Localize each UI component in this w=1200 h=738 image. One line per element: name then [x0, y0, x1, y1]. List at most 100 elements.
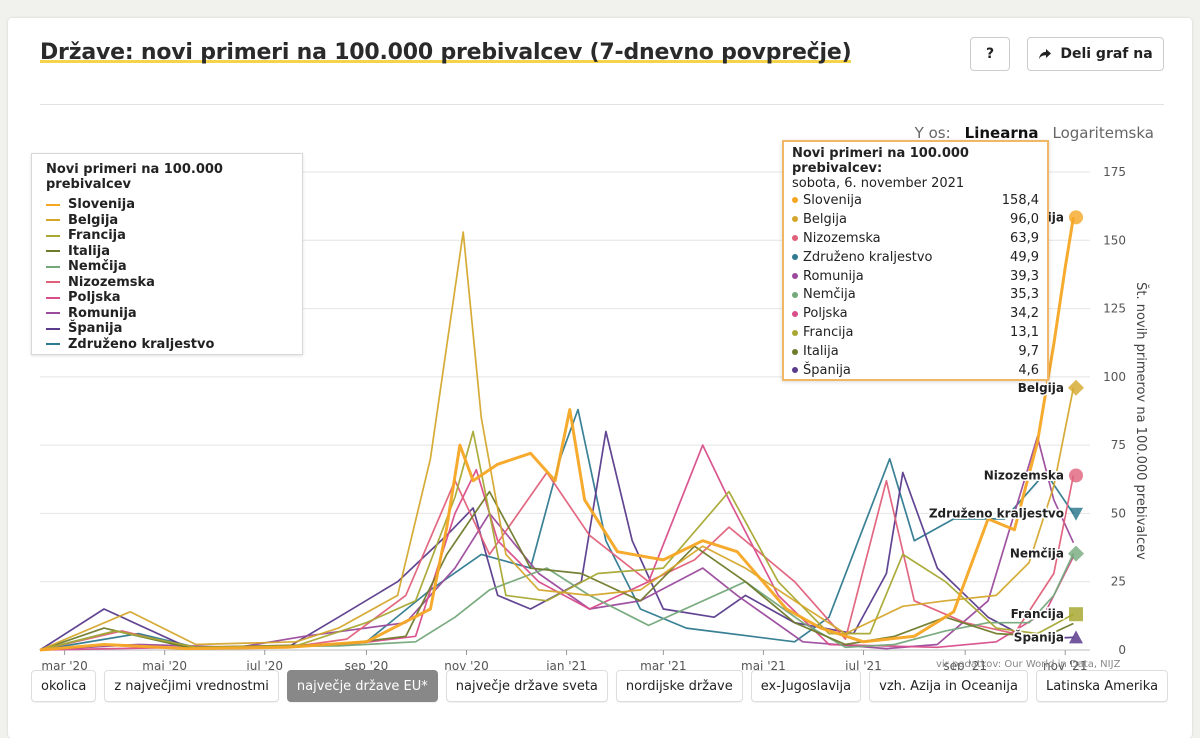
legend: Novi primeri na 100.000 prebivalcev Slov…: [31, 153, 303, 355]
tooltip-name: Poljska: [803, 306, 848, 322]
x-tick-label: jan '21: [545, 659, 587, 673]
legend-item[interactable]: Francija: [46, 228, 288, 244]
legend-item[interactable]: Slovenija: [46, 197, 288, 213]
legend-swatch: [46, 327, 60, 330]
share-button[interactable]: Deli graf na: [1027, 37, 1164, 71]
tooltip-row: Združeno kraljestvo 49,9: [792, 248, 1039, 267]
legend-label: Slovenija: [68, 197, 135, 213]
tooltip-value: 13,1: [1010, 325, 1039, 341]
series-line: [39, 231, 1075, 651]
tooltip-row: Španija 4,6: [792, 361, 1039, 380]
y-tick-label: 0: [1118, 643, 1126, 657]
share-button-label: Deli graf na: [1060, 46, 1153, 62]
tooltip-row: Slovenija 158,4: [792, 191, 1039, 210]
share-icon: [1039, 49, 1052, 60]
tooltip-row: Belgija 96,0: [792, 210, 1039, 229]
preset-chip[interactable]: ex-Jugoslavija: [750, 670, 862, 702]
tooltip-name: Italija: [803, 344, 839, 360]
legend-label: Belgija: [68, 212, 119, 228]
legend-label: Nemčija: [68, 259, 127, 275]
tooltip-value: 158,4: [1001, 192, 1039, 208]
preset-chip[interactable]: nordijske države: [615, 670, 743, 702]
preset-chip[interactable]: vzh. Azija in Oceanija: [869, 670, 1028, 702]
tooltip-name: Belgija: [803, 211, 847, 227]
series-line: [39, 430, 1074, 651]
x-tick-label: nov '20: [444, 659, 488, 673]
end-marker: [1069, 607, 1083, 622]
series-line: [39, 408, 1075, 651]
y-tick-label: 100: [1103, 370, 1126, 384]
tooltip-value: 4,6: [1018, 362, 1039, 378]
legend-swatch: [46, 265, 60, 268]
preset-chip[interactable]: največje države sveta: [445, 670, 608, 702]
end-marker: [1069, 210, 1083, 225]
legend-swatch: [46, 296, 60, 299]
tooltip-row: Nemčija 35,3: [792, 285, 1039, 304]
legend-item[interactable]: Belgija: [46, 213, 288, 229]
tooltip-dot: [792, 367, 798, 374]
tooltip-name: Francija: [803, 325, 854, 341]
legend-label: Romunija: [68, 305, 137, 321]
legend-swatch: [46, 250, 60, 253]
tooltip-value: 63,9: [1010, 230, 1039, 246]
tooltip-name: Slovenija: [803, 192, 862, 208]
series-line: [39, 471, 1075, 651]
legend-swatch: [46, 203, 60, 206]
tooltip-name: Nizozemska: [803, 230, 881, 246]
x-tick-label: mar '20: [41, 659, 87, 673]
end-label: Nemčija: [1010, 547, 1064, 561]
y-tick-label: 50: [1111, 506, 1126, 520]
end-marker: [1069, 468, 1083, 483]
tooltip-name: Združeno kraljestvo: [803, 249, 933, 265]
legend-swatch: [46, 312, 60, 315]
legend-item[interactable]: Nizozemska: [46, 275, 288, 291]
legend-item[interactable]: Nemčija: [46, 259, 288, 275]
end-label: Združeno kraljestvo: [929, 507, 1064, 521]
y-scale-log[interactable]: Logaritemska: [1052, 124, 1154, 142]
x-tick-label: maj '20: [142, 659, 187, 673]
tooltip-value: 96,0: [1010, 211, 1039, 227]
x-tick-label: mar '21: [640, 659, 686, 673]
header-divider: [40, 104, 1164, 105]
tooltip-row: Poljska 34,2: [792, 304, 1039, 323]
preset-chips: okolica z največjimi vrednostmi največje d…: [31, 670, 1169, 702]
tooltip-value: 34,2: [1010, 306, 1039, 322]
end-marker: [1068, 545, 1084, 562]
tooltip-value: 49,9: [1010, 249, 1039, 265]
y-tick-label: 175: [1103, 165, 1126, 179]
end-label: Španija: [1014, 629, 1064, 644]
tooltip-value: 9,7: [1018, 344, 1039, 360]
legend-item[interactable]: Španija: [46, 321, 288, 337]
legend-label: Nizozemska: [68, 274, 155, 290]
tooltip-row: Italija 9,7: [792, 342, 1039, 361]
x-tick-label: sep '21: [943, 659, 987, 673]
series-line: [39, 444, 1075, 651]
legend-item[interactable]: Poljska: [46, 290, 288, 306]
preset-chip[interactable]: z največjimi vrednostmi: [104, 670, 279, 702]
legend-label: Poljska: [68, 290, 121, 306]
tooltip-name: Romunija: [803, 268, 864, 284]
end-marker: [1068, 379, 1084, 396]
preset-chip[interactable]: največje države EU*: [286, 670, 438, 702]
legend-swatch: [46, 281, 60, 284]
tooltip-dot: [792, 197, 798, 204]
x-tick-label: sep '20: [345, 659, 389, 673]
legend-item[interactable]: Romunija: [46, 306, 288, 322]
tooltip-dot: [792, 291, 798, 298]
x-tick-label: jul '21: [844, 659, 882, 673]
help-button[interactable]: ?: [970, 37, 1010, 71]
y-tick-label: 75: [1111, 438, 1126, 452]
preset-chip[interactable]: okolica: [31, 670, 97, 702]
legend-title: Novi primeri na 100.000 prebivalcev: [46, 162, 223, 192]
legend-item[interactable]: Italija: [46, 244, 288, 260]
tooltip: Novi primeri na 100.000 prebivalcev: sob…: [782, 140, 1049, 381]
legend-item[interactable]: Združeno kraljestvo: [46, 337, 288, 353]
tooltip-dot: [792, 235, 798, 242]
series-line: [39, 553, 1075, 651]
tooltip-row: Nizozemska 63,9: [792, 229, 1039, 248]
x-tick-label: nov '21: [1043, 659, 1087, 673]
legend-label: Francija: [68, 228, 126, 244]
preset-chip[interactable]: Latinska Amerika: [1035, 670, 1169, 702]
tooltip-dot: [792, 254, 798, 261]
